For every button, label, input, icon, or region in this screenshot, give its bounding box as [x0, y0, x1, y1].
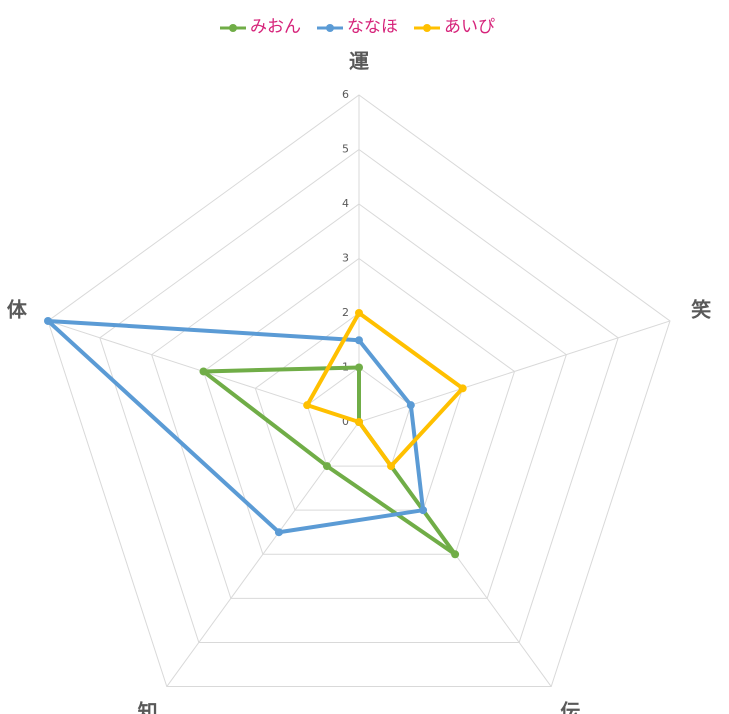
data-point — [458, 384, 467, 393]
data-point — [44, 316, 53, 325]
data-point — [355, 309, 363, 317]
legend-text: ななほ — [347, 17, 398, 37]
series-line — [305, 311, 465, 469]
tick-label: 2 — [342, 306, 349, 319]
data-point — [274, 528, 283, 537]
data-point — [355, 418, 363, 426]
data-point — [451, 550, 460, 559]
data-point — [199, 367, 208, 376]
axis-label: 笑 — [691, 297, 711, 321]
axis-label: 知 — [138, 700, 158, 714]
axis-label: 体 — [7, 297, 28, 321]
data-point — [303, 401, 312, 410]
grid-line — [99, 148, 619, 643]
tick-label: 5 — [342, 143, 349, 156]
legend-text: みおん — [250, 17, 301, 37]
series-line — [201, 365, 458, 557]
data-point — [387, 462, 396, 471]
tick-label: 0 — [342, 415, 349, 428]
axis-label: 運 — [349, 49, 369, 73]
legend-text: あいぴ — [444, 17, 495, 37]
axis-label: 伝 — [560, 700, 580, 714]
grid-line — [306, 366, 412, 467]
series-line — [46, 318, 426, 535]
legend-marker — [229, 24, 237, 32]
data-point — [322, 462, 331, 471]
data-point — [406, 401, 415, 410]
tick-label: 6 — [342, 88, 349, 101]
tick-label: 4 — [342, 197, 349, 210]
legend-marker — [326, 24, 334, 32]
grid-line — [47, 94, 671, 688]
data-point — [355, 363, 363, 372]
spoke — [358, 320, 671, 423]
legend-marker — [423, 24, 431, 32]
tick-label: 3 — [342, 252, 349, 265]
data-point — [355, 336, 363, 345]
data-point — [419, 506, 428, 515]
grid-line — [202, 257, 516, 555]
